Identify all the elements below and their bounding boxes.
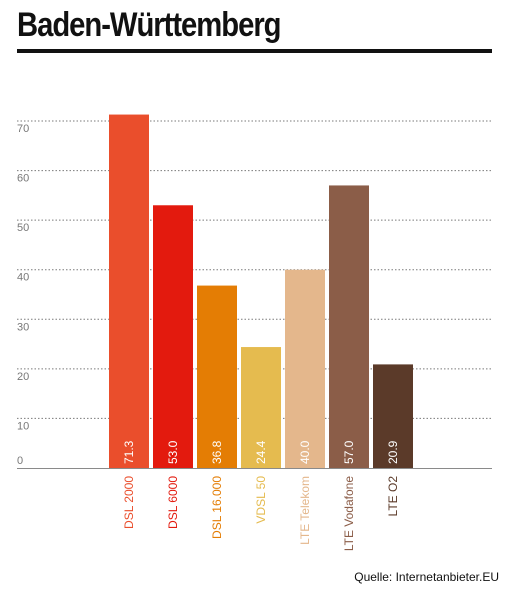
- bar: [285, 269, 325, 468]
- y-tick-label: 30: [17, 321, 29, 333]
- source-note: Quelle: Internetanbieter.EU: [354, 570, 499, 584]
- bar-value-label: 36.8: [210, 440, 224, 464]
- y-tick-label: 40: [17, 272, 29, 284]
- y-tick-label: 10: [17, 420, 29, 432]
- x-category-label: LTE Telekom: [298, 476, 312, 545]
- x-category-label: DSL 16.000: [210, 476, 224, 539]
- bar-value-label: 40.0: [298, 440, 312, 464]
- bar: [329, 185, 369, 468]
- x-category-label: LTE Vodafone: [342, 476, 356, 551]
- y-tick-label: 0: [17, 455, 23, 467]
- bar: [197, 285, 237, 468]
- x-category-label: DSL 2000: [122, 476, 136, 529]
- bar-value-label: 53.0: [166, 440, 180, 464]
- y-tick-label: 70: [17, 123, 29, 135]
- x-category-label: DSL 6000: [166, 476, 180, 529]
- y-tick-label: 60: [17, 173, 29, 185]
- bar-value-label: 24.4: [254, 440, 268, 464]
- bar: [109, 114, 149, 468]
- x-category-label: LTE O2: [386, 476, 400, 517]
- x-category-label: VDSL 50: [254, 476, 268, 524]
- title-underline: [17, 49, 492, 53]
- bar-value-label: 71.3: [122, 440, 136, 464]
- chart-title: Baden-Württemberg: [17, 6, 282, 44]
- y-tick-label: 50: [17, 222, 29, 234]
- y-tick-label: 20: [17, 371, 29, 383]
- bar-value-label: 57.0: [342, 440, 356, 464]
- bar: [153, 205, 193, 468]
- bar-chart: 0 10 20 30 40 50 60 70 71.3 53.0 36.8 24.4 40.0 57.0 2…: [17, 114, 492, 551]
- bar-value-label: 20.9: [386, 440, 400, 464]
- bar: [241, 347, 281, 468]
- bar: [373, 364, 413, 468]
